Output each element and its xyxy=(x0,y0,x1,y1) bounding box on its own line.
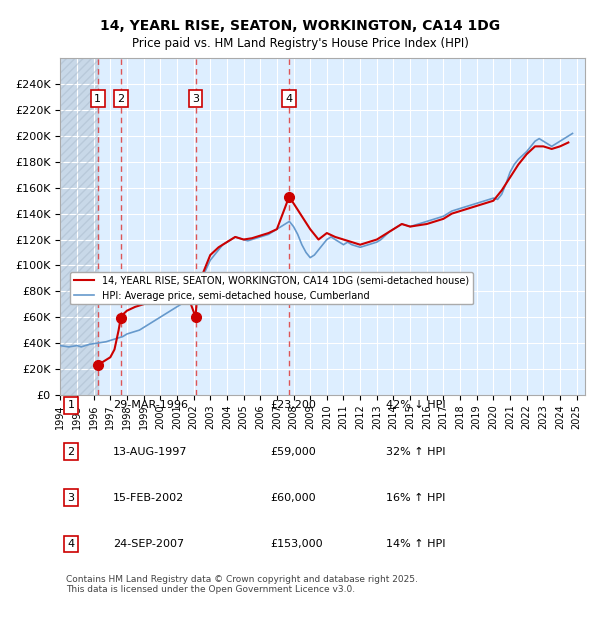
Text: 14% ↑ HPI: 14% ↑ HPI xyxy=(386,539,445,549)
Text: £153,000: £153,000 xyxy=(270,539,323,549)
Text: £60,000: £60,000 xyxy=(270,493,316,503)
Bar xyxy=(61,58,98,395)
Text: 29-MAR-1996: 29-MAR-1996 xyxy=(113,401,188,410)
Text: 2: 2 xyxy=(67,446,74,456)
Text: Price paid vs. HM Land Registry's House Price Index (HPI): Price paid vs. HM Land Registry's House … xyxy=(131,37,469,50)
Text: 15-FEB-2002: 15-FEB-2002 xyxy=(113,493,184,503)
Text: 24-SEP-2007: 24-SEP-2007 xyxy=(113,539,184,549)
Text: £23,200: £23,200 xyxy=(270,401,316,410)
Text: 2: 2 xyxy=(117,94,124,104)
Text: 32% ↑ HPI: 32% ↑ HPI xyxy=(386,446,445,456)
Bar xyxy=(61,58,98,395)
Text: 1: 1 xyxy=(94,94,101,104)
Text: £59,000: £59,000 xyxy=(270,446,316,456)
Text: 3: 3 xyxy=(67,493,74,503)
Text: 1: 1 xyxy=(67,401,74,410)
Text: 14, YEARL RISE, SEATON, WORKINGTON, CA14 1DG: 14, YEARL RISE, SEATON, WORKINGTON, CA14… xyxy=(100,19,500,33)
Legend: 14, YEARL RISE, SEATON, WORKINGTON, CA14 1DG (semi-detached house), HPI: Average: 14, YEARL RISE, SEATON, WORKINGTON, CA14… xyxy=(70,272,473,304)
Text: 4: 4 xyxy=(67,539,74,549)
Text: 13-AUG-1997: 13-AUG-1997 xyxy=(113,446,187,456)
Text: 16% ↑ HPI: 16% ↑ HPI xyxy=(386,493,445,503)
Text: 42% ↓ HPI: 42% ↓ HPI xyxy=(386,401,445,410)
Text: 4: 4 xyxy=(286,94,293,104)
Text: 3: 3 xyxy=(192,94,199,104)
Text: Contains HM Land Registry data © Crown copyright and database right 2025.
This d: Contains HM Land Registry data © Crown c… xyxy=(65,575,418,595)
